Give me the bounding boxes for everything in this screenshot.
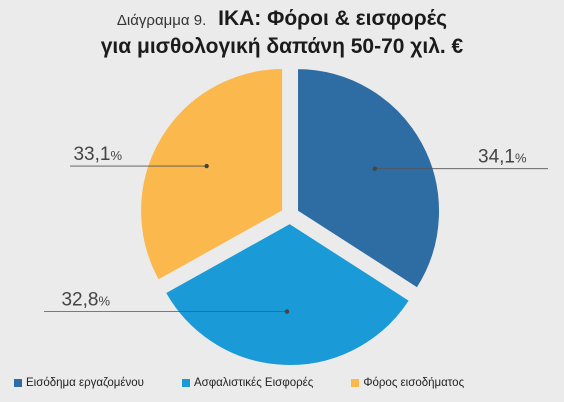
chart-subtitle: για μισθολογική δαπάνη 50-70 χιλ. € [100, 35, 464, 58]
chart-title-main: ΙΚΑ: Φόροι & εισφορές [218, 7, 448, 30]
legend-item-3: Φόρος εισοδήματος [351, 377, 464, 389]
pie-slice-1 [296, 67, 441, 290]
leader-dot-3 [204, 163, 209, 169]
legend-item-1: Εισόδημα εργαζομένου [14, 377, 144, 389]
legend-label-1: Εισόδημα εργαζομένου [26, 377, 144, 389]
legend-swatch-1 [14, 379, 22, 387]
legend-label-3: Φόρος εισοδήματος [363, 377, 465, 389]
chart-title: Διάγραμμα 9. ΙΚΑ: Φόροι & εισφορές για μ… [0, 6, 564, 60]
leader-dot-2 [284, 309, 290, 314]
data-label-2: 32,8% [61, 290, 110, 311]
data-label-3: 33,1% [73, 144, 122, 165]
chart-legend: Εισόδημα εργαζομένου Ασφαλιστικές Εισφορέ… [14, 377, 502, 389]
legend-item-2: Ασφαλιστικές Εισφορές [181, 377, 314, 389]
data-label-1: 34,1% [478, 147, 527, 168]
legend-label-2: Ασφαλιστικές Εισφορές [193, 377, 314, 389]
leader-dot-1 [372, 166, 378, 171]
chart-title-prefix: Διάγραμμα 9. [116, 12, 207, 29]
pie-slice-3 [139, 66, 285, 282]
legend-swatch-3 [351, 379, 360, 387]
legend-swatch-2 [181, 379, 190, 387]
pie-slice-2 [163, 221, 412, 367]
